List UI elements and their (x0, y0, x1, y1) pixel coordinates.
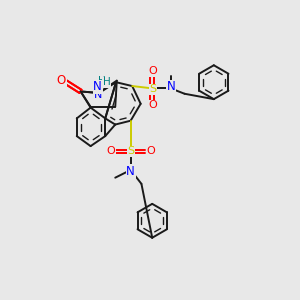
Text: O: O (57, 74, 66, 87)
Text: N: N (126, 165, 135, 178)
Text: O: O (58, 76, 67, 86)
Text: O: O (148, 100, 158, 110)
Text: S: S (149, 84, 157, 94)
Text: O: O (148, 66, 158, 76)
Text: S: S (127, 146, 134, 157)
Text: N: N (93, 80, 102, 93)
Text: O: O (106, 146, 115, 157)
Text: N: N (167, 80, 176, 93)
Text: O: O (146, 146, 155, 157)
Text: H: H (98, 76, 105, 86)
Text: H: H (103, 77, 111, 87)
Text: N: N (94, 89, 103, 100)
